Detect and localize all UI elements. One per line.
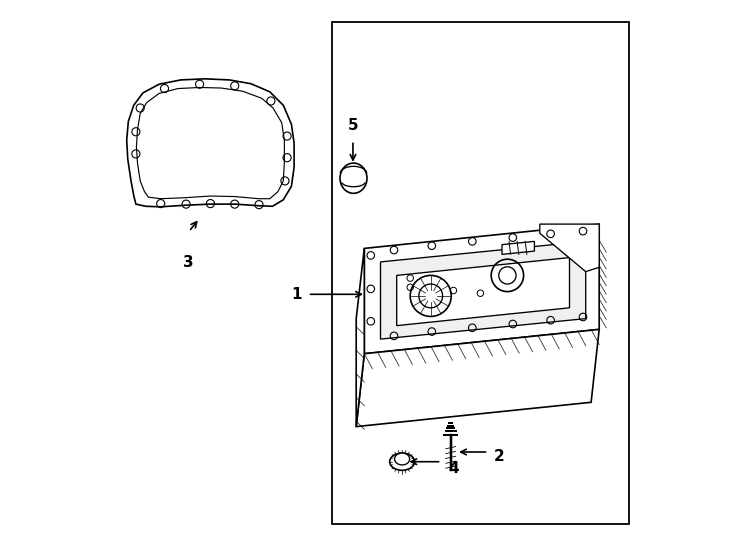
Polygon shape: [380, 241, 586, 339]
Text: 4: 4: [448, 461, 459, 476]
Text: 3: 3: [184, 255, 194, 271]
Ellipse shape: [390, 453, 415, 470]
Bar: [332, 22, 629, 524]
Ellipse shape: [340, 163, 367, 193]
Polygon shape: [502, 241, 534, 254]
Ellipse shape: [395, 453, 410, 465]
Polygon shape: [356, 329, 599, 427]
Polygon shape: [396, 258, 570, 326]
Text: 5: 5: [348, 118, 358, 133]
Text: 2: 2: [494, 449, 505, 464]
Polygon shape: [356, 248, 364, 427]
Polygon shape: [364, 224, 599, 354]
Text: 1: 1: [291, 287, 302, 302]
Polygon shape: [539, 224, 599, 272]
